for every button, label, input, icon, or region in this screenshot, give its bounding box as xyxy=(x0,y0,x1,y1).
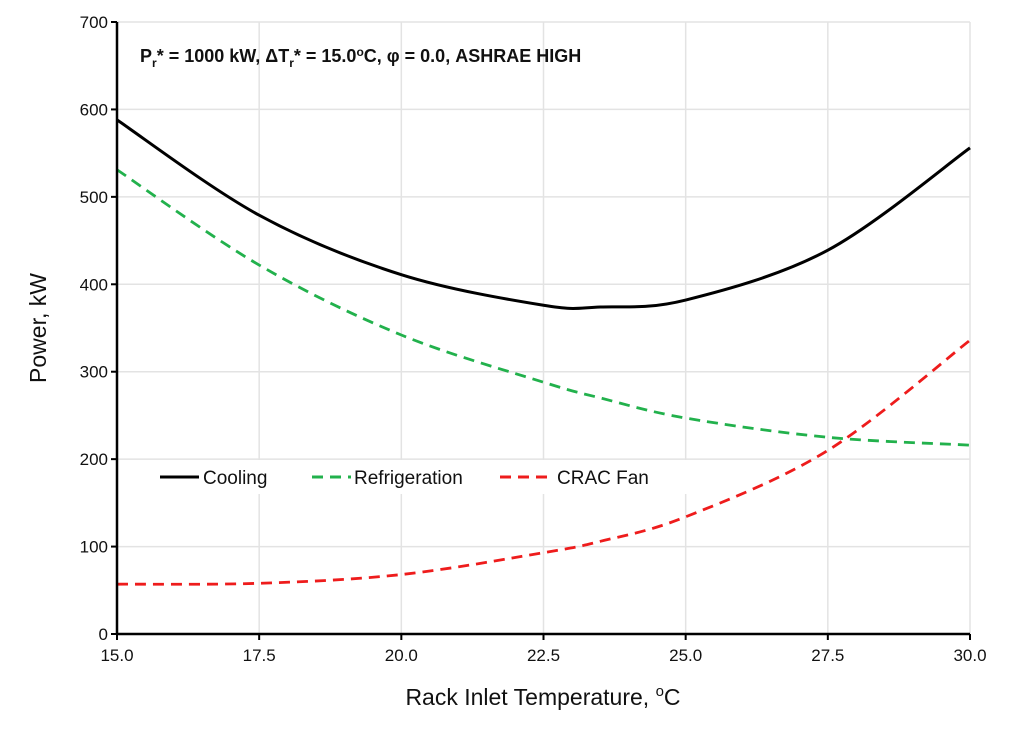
x-tick-label: 30.0 xyxy=(953,646,986,665)
series-line-refrigeration xyxy=(116,168,971,447)
legend-label-refrigeration: Refrigeration xyxy=(354,468,463,489)
series-line-cooling xyxy=(116,118,971,310)
legend-label-crac-fan: CRAC Fan xyxy=(557,468,649,489)
x-tick-label: 20.0 xyxy=(385,646,418,665)
chart-title: Pr* = 1000 kW, ΔTr* = 15.0oC, φ = 0.0, A… xyxy=(140,45,581,70)
y-tick-label: 400 xyxy=(80,275,108,294)
y-tick-label: 300 xyxy=(80,363,108,382)
y-tick-label: 100 xyxy=(80,538,108,557)
tick-labels: 15.0 17.5 20.0 22.5 25.0 27.5 30.0 0 100 200 300 40… xyxy=(80,13,987,665)
y-tick-label: 200 xyxy=(80,450,108,469)
legend-label-cooling: Cooling xyxy=(203,468,267,489)
y-tick-label: 600 xyxy=(80,100,108,119)
x-tick-label: 22.5 xyxy=(527,646,560,665)
x-tick-label: 17.5 xyxy=(243,646,276,665)
axes xyxy=(111,21,971,640)
grid xyxy=(116,21,971,635)
y-tick-label: 700 xyxy=(80,13,108,32)
x-tick-label: 25.0 xyxy=(669,646,702,665)
legend-background xyxy=(150,460,690,494)
y-axis-label: Power, kW xyxy=(25,273,51,383)
series-group xyxy=(116,118,971,586)
legend: Cooling Refrigeration CRAC Fan xyxy=(150,460,690,494)
y-tick-label: 0 xyxy=(99,625,108,644)
y-tick-label: 500 xyxy=(80,188,108,207)
series-line-crac-fan xyxy=(116,339,971,586)
x-tick-label: 27.5 xyxy=(811,646,844,665)
x-axis-label: Rack Inlet Temperature, oC xyxy=(405,683,680,710)
x-tick-label: 15.0 xyxy=(100,646,133,665)
